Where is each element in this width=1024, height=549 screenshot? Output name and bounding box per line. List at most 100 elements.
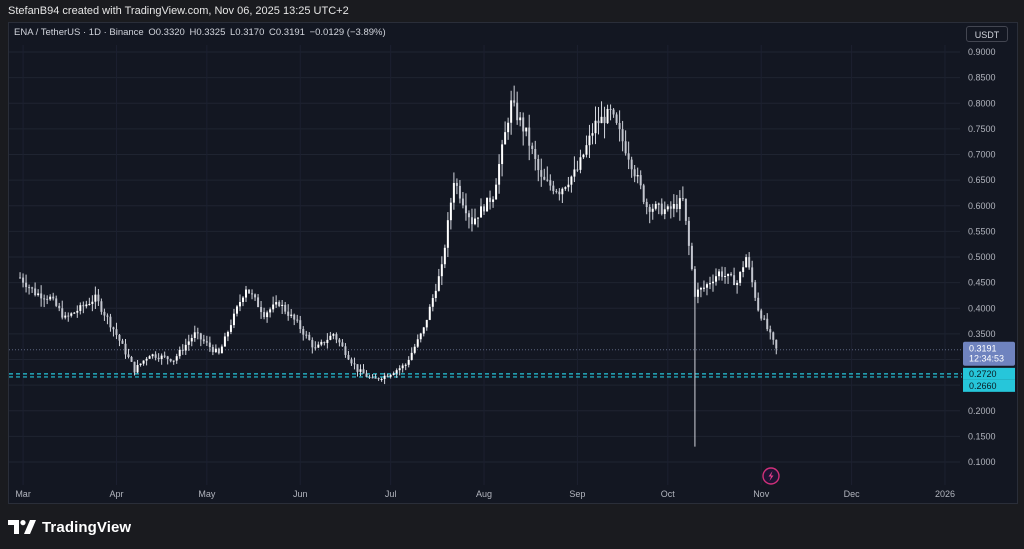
candle-body: [760, 310, 763, 319]
candle: [477, 217, 479, 228]
candle-body: [118, 334, 121, 341]
candle-body: [546, 179, 549, 181]
candle-body: [145, 358, 148, 361]
candle-body: [681, 198, 684, 200]
candle: [721, 266, 724, 281]
candle: [377, 377, 380, 381]
candle-body: [160, 355, 163, 360]
candle-body: [558, 191, 561, 195]
candle-body: [85, 304, 88, 307]
candle: [232, 308, 235, 329]
price-tick-label: 0.5500: [968, 226, 996, 236]
candle-body: [226, 331, 229, 337]
candle: [199, 332, 202, 347]
candle: [46, 295, 49, 305]
candle-body: [232, 313, 235, 326]
candle-body: [437, 276, 440, 291]
candle: [573, 156, 576, 183]
candle-body: [190, 337, 193, 342]
price-tick-label: 0.5000: [968, 252, 996, 262]
price-tick-label: 0.6000: [968, 201, 996, 211]
candle: [627, 141, 630, 170]
candle-body: [254, 294, 257, 298]
candle: [371, 374, 374, 379]
price-tick-label: 0.7000: [968, 150, 996, 160]
candle-body: [513, 100, 516, 103]
candle-body: [359, 369, 362, 372]
candle: [522, 112, 525, 146]
footer-logo: TradingView: [8, 517, 131, 537]
candle-body: [431, 298, 434, 307]
candle: [299, 315, 302, 334]
legend-close: C0.3191: [269, 27, 305, 38]
currency-unit-button[interactable]: USDT: [966, 26, 1008, 42]
candle: [127, 348, 130, 359]
candle-body: [317, 344, 320, 348]
candle-body: [672, 203, 675, 209]
candle-body: [79, 305, 82, 311]
candle-body: [338, 339, 341, 343]
candle-body: [708, 283, 711, 285]
candle-body: [727, 273, 730, 277]
candle: [55, 295, 58, 308]
candle: [94, 286, 97, 309]
candle: [302, 326, 305, 341]
candle: [648, 204, 651, 224]
candle-body: [263, 312, 266, 318]
candle: [567, 176, 570, 192]
candle-body: [579, 157, 582, 170]
candle: [669, 201, 672, 219]
candle: [537, 154, 540, 182]
candle: [85, 300, 88, 309]
chart-panel[interactable]: [8, 22, 1018, 504]
candle-body: [461, 198, 464, 206]
candle: [103, 308, 106, 321]
candle: [245, 285, 248, 302]
candle-body: [531, 145, 534, 149]
candle: [663, 201, 666, 220]
candle: [142, 360, 145, 366]
candle-body: [525, 127, 528, 132]
candle: [516, 91, 519, 125]
level-upper-label: 0.2720: [969, 369, 997, 379]
candle: [43, 294, 46, 308]
candle-body: [127, 354, 130, 358]
candle-body: [636, 175, 639, 177]
candle: [290, 309, 293, 319]
candle: [88, 297, 91, 306]
candle: [76, 305, 79, 318]
candle-body: [223, 336, 226, 347]
candle-body: [597, 120, 600, 124]
candle-body: [130, 357, 133, 362]
candle-body: [380, 378, 383, 380]
candle: [531, 142, 534, 155]
legend-symbol: ENA / TetherUS · 1D · Binance: [14, 27, 144, 38]
candle-body: [543, 176, 546, 180]
horizontal-levels: [9, 349, 962, 378]
candle-body: [603, 116, 606, 124]
candle: [772, 331, 775, 345]
candle-body: [332, 334, 335, 336]
candle-body: [40, 293, 43, 299]
price-tick-label: 0.7500: [968, 124, 996, 134]
candle: [341, 339, 344, 347]
candle-body: [154, 354, 157, 358]
candle-body: [169, 359, 172, 362]
candle-body: [654, 203, 657, 209]
candle-body: [335, 334, 338, 340]
candle: [404, 363, 407, 371]
candle-body: [365, 373, 368, 377]
candle-body: [434, 290, 437, 299]
candle: [730, 272, 733, 277]
candle-body: [501, 144, 504, 165]
candle: [145, 356, 148, 366]
candle-body: [245, 289, 248, 298]
candle-body: [528, 127, 531, 146]
candle-body: [290, 314, 293, 316]
candle-body: [46, 298, 49, 300]
candle: [564, 186, 567, 191]
candle: [73, 311, 76, 314]
candle-body: [362, 369, 365, 374]
candle-body: [522, 117, 525, 132]
